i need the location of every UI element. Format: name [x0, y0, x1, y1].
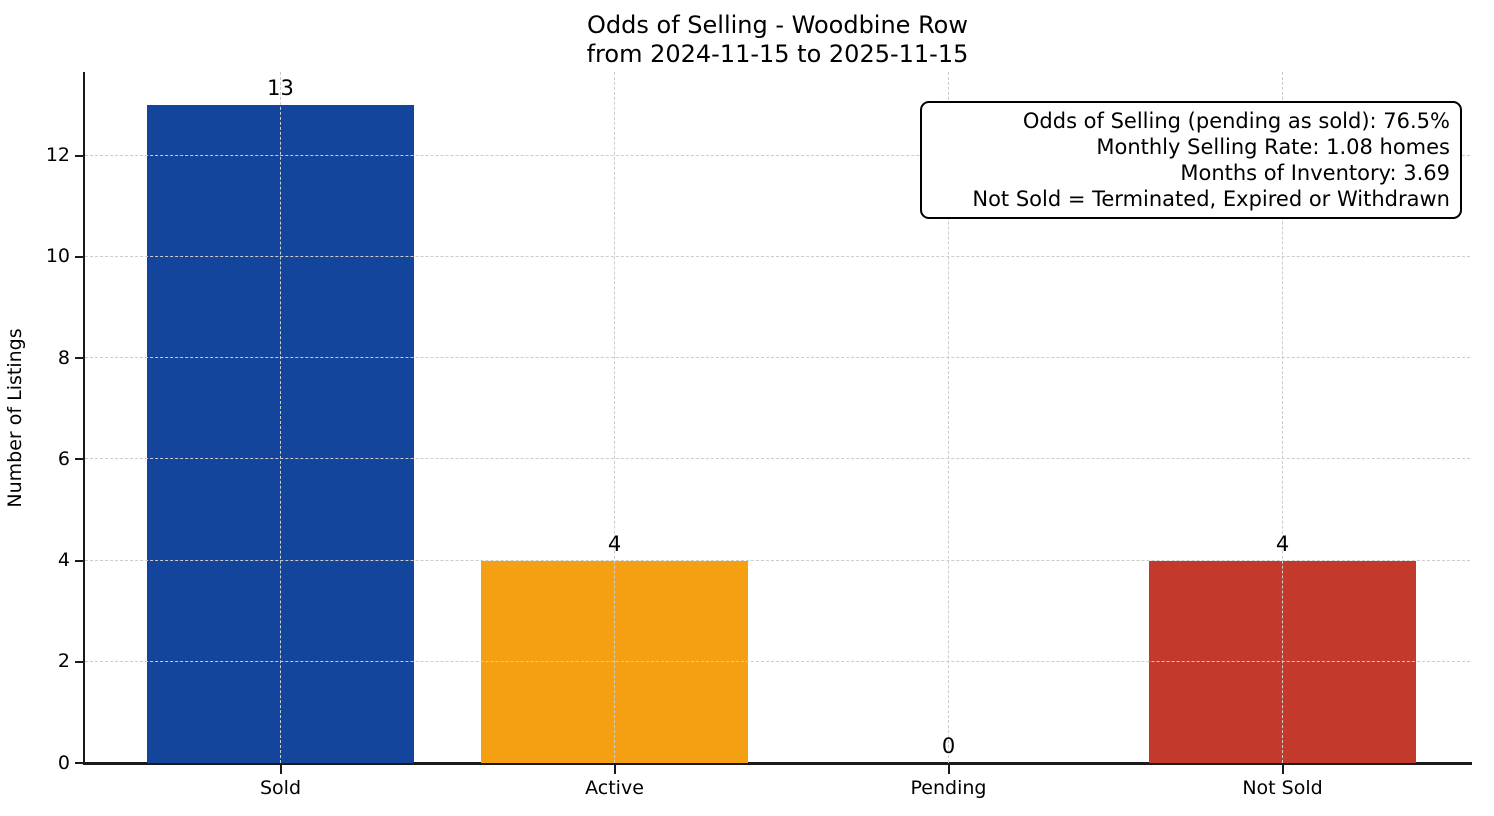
- annotation-box: Odds of Selling (pending as sold): 76.5%…: [920, 101, 1462, 219]
- y-tick-label: 10: [45, 245, 70, 268]
- gridline-vertical: [1282, 72, 1283, 763]
- y-tick-mark: [75, 357, 84, 360]
- y-tick-mark: [75, 660, 84, 663]
- x-tick-mark: [947, 765, 950, 774]
- gridline-horizontal: [85, 458, 1470, 460]
- bar-value-label: 0: [941, 734, 956, 758]
- gridline-vertical: [948, 72, 949, 763]
- x-tick-label-sold: Sold: [259, 777, 302, 799]
- gridline-vertical: [614, 72, 615, 763]
- chart-title-block: Odds of Selling - Woodbine Row from 2024…: [85, 11, 1470, 69]
- x-tick-label-pending: Pending: [910, 777, 987, 799]
- x-tick-mark: [1281, 765, 1284, 774]
- x-tick-label-active: Active: [585, 777, 644, 799]
- chart-title: Odds of Selling - Woodbine Row: [587, 11, 968, 39]
- annotation-months-of-inventory: Months of Inventory: 3.69: [1180, 161, 1450, 185]
- x-axis-spine: [83, 762, 1472, 765]
- chart-subtitle: from 2024-11-15 to 2025-11-15: [586, 40, 969, 68]
- y-tick-label: 4: [57, 549, 70, 571]
- y-tick-mark: [75, 559, 84, 562]
- gridline-vertical: [280, 72, 281, 763]
- y-tick-label: 2: [57, 650, 70, 673]
- annotation-not-sold-definition: Not Sold = Terminated, Expired or Withdr…: [972, 187, 1450, 211]
- gridline-horizontal: [85, 154, 1470, 156]
- gridline-horizontal: [85, 255, 1470, 257]
- y-tick-label: 12: [45, 144, 70, 167]
- annotation-monthly-selling-rate: Monthly Selling Rate: 1.08 homes: [1096, 135, 1450, 159]
- x-tick-mark: [613, 765, 616, 774]
- x-tick-mark: [279, 765, 282, 774]
- y-axis-label: Number of Listings: [4, 328, 26, 508]
- y-tick-mark: [75, 762, 84, 764]
- y-axis-spine: [83, 72, 85, 764]
- y-tick-mark: [75, 458, 84, 461]
- y-tick-mark: [75, 255, 84, 258]
- y-tick-label: 0: [57, 751, 70, 774]
- annotation-odds-of-selling: Odds of Selling (pending as sold): 76.5%: [1022, 109, 1450, 133]
- bar-value-label: 13: [267, 75, 294, 100]
- y-tick-label: 8: [57, 346, 70, 369]
- bar-value-label: 4: [1275, 531, 1290, 556]
- gridline-horizontal: [85, 660, 1470, 662]
- gridline-horizontal: [85, 559, 1470, 561]
- x-tick-label-not-sold: Not Sold: [1242, 777, 1323, 799]
- bar-value-label: 4: [607, 531, 622, 556]
- y-tick-mark: [75, 154, 84, 157]
- y-tick-label: 6: [57, 447, 70, 470]
- gridline-horizontal: [85, 357, 1470, 359]
